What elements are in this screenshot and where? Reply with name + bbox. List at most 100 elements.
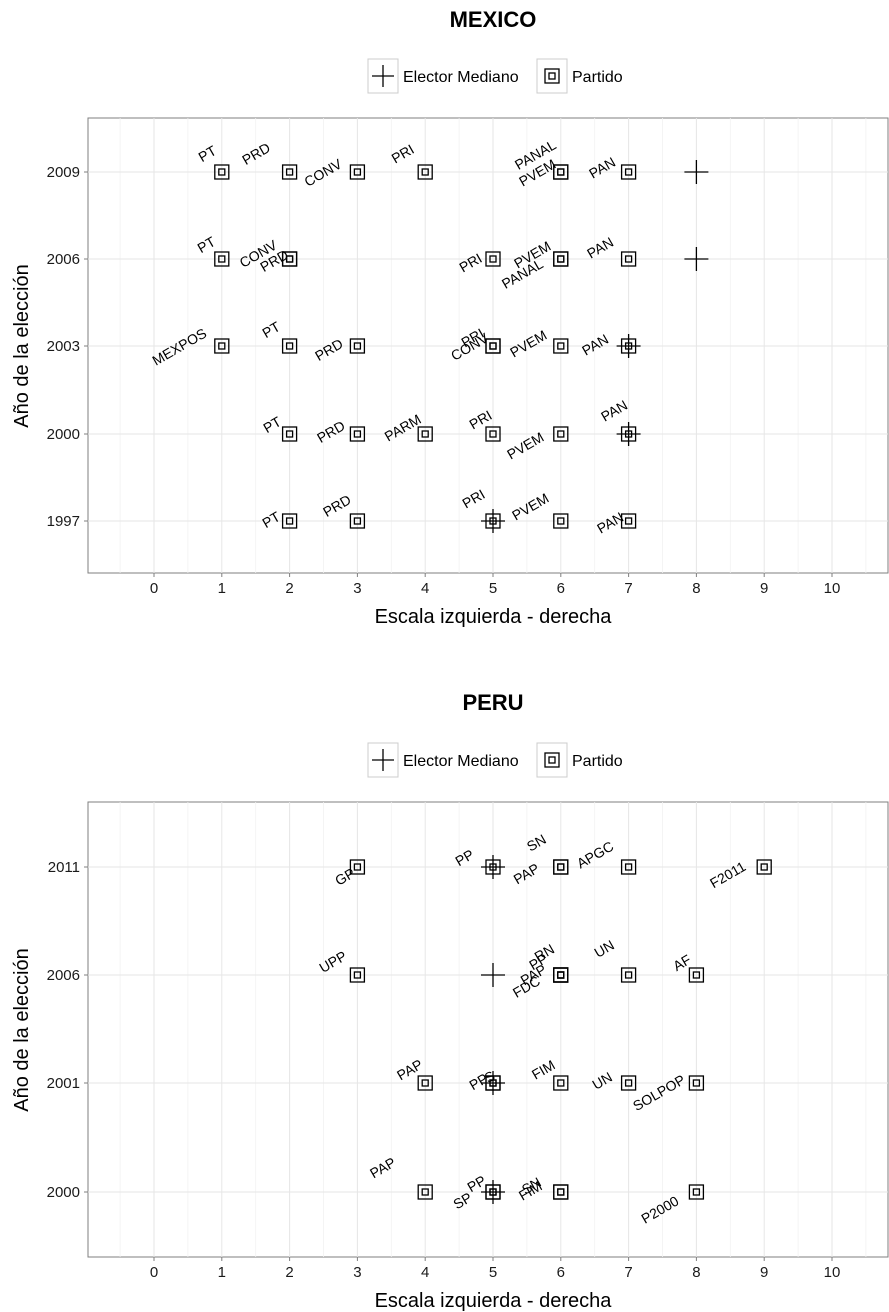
x-tick-label: 6 xyxy=(557,1264,565,1281)
y-tick-label: 2006 xyxy=(47,967,80,984)
party-point-inner xyxy=(557,255,565,263)
party-point xyxy=(620,967,637,983)
party-point-inner xyxy=(353,430,362,438)
party-point-inner xyxy=(353,863,362,871)
party-point xyxy=(688,967,705,983)
y-axis-label: Año de la elección xyxy=(11,948,33,1111)
party-point xyxy=(688,1075,705,1091)
party-point xyxy=(417,164,433,180)
party-point xyxy=(281,164,298,180)
y-axis: 1997 2000 2003 2006 2009 xyxy=(47,164,88,530)
legend-key-partido xyxy=(536,58,568,94)
party-label: PT xyxy=(195,233,219,256)
x-tick-label: 1 xyxy=(218,1264,226,1281)
y-tick-label: 2003 xyxy=(47,338,80,355)
legend-label-elector: Elector Mediano xyxy=(403,69,519,86)
party-point xyxy=(349,338,366,354)
party-point-inner xyxy=(353,971,362,979)
y-tick-label: 2011 xyxy=(48,859,80,876)
peru-chart: PERU Elector Mediano Partido GPPPSNPAPAP… xyxy=(11,690,889,1312)
party-point-inner xyxy=(285,168,294,176)
party-point xyxy=(214,338,230,354)
party-point xyxy=(620,859,637,875)
x-tick-label: 4 xyxy=(421,1264,429,1281)
party-point xyxy=(281,513,298,529)
party-point-inner xyxy=(218,342,226,350)
x-tick-label: 5 xyxy=(489,580,497,597)
x-tick-label: 9 xyxy=(760,1264,768,1281)
party-point xyxy=(214,164,230,180)
party-point-inner xyxy=(557,863,565,871)
mexico-chart: MEXICO Elector Mediano Partido PT PRDCONV… xyxy=(11,7,889,628)
party-label: PT xyxy=(260,413,284,436)
party-point xyxy=(553,859,569,875)
party-point xyxy=(349,513,366,529)
y-tick-label: 2009 xyxy=(47,164,80,181)
party-point-inner xyxy=(285,517,294,525)
x-axis-label: Escala izquierda - derecha xyxy=(375,606,613,628)
party-label: PT xyxy=(196,142,220,165)
party-point-inner xyxy=(489,342,497,350)
party-point-inner xyxy=(557,168,565,176)
party-point-inner xyxy=(692,1188,701,1196)
x-tick-label: 10 xyxy=(824,580,841,597)
party-point xyxy=(553,1075,569,1091)
party-point-inner xyxy=(489,430,497,438)
x-tick-label: 1 xyxy=(218,580,226,597)
x-tick-label: 4 xyxy=(421,580,429,597)
party-point-inner xyxy=(557,430,565,438)
legend-label-partido: Partido xyxy=(572,753,623,770)
party-point xyxy=(756,859,772,875)
party-point-inner xyxy=(557,1188,565,1196)
x-tick-label: 8 xyxy=(692,1264,700,1281)
party-point xyxy=(349,967,366,983)
party-point-inner xyxy=(557,1079,565,1087)
party-point-inner xyxy=(557,517,565,525)
legend-partido-square-icon xyxy=(544,752,560,768)
party-point-inner xyxy=(624,168,633,176)
legend-label-elector: Elector Mediano xyxy=(403,753,519,770)
y-tick-label: 2006 xyxy=(47,251,80,268)
party-point xyxy=(553,338,569,354)
legend-partido-square-icon xyxy=(548,756,556,764)
plot-panel xyxy=(87,801,889,1258)
party-point xyxy=(620,164,637,180)
party-point xyxy=(620,1075,637,1091)
party-point xyxy=(688,1184,705,1200)
x-axis-label: Escala izquierda - derecha xyxy=(375,1290,613,1312)
party-point-inner xyxy=(692,971,701,979)
party-point-inner xyxy=(624,255,633,263)
party-point xyxy=(417,1184,433,1200)
party-point xyxy=(485,251,501,267)
x-tick-label: 0 xyxy=(150,1264,158,1281)
party-point xyxy=(281,338,298,354)
party-label: PT xyxy=(259,318,283,341)
party-point xyxy=(349,164,366,180)
legend-partido-square-icon xyxy=(548,72,556,80)
party-point xyxy=(485,338,501,354)
x-tick-label: 7 xyxy=(624,580,632,597)
party-point-inner xyxy=(421,168,429,176)
party-point-inner xyxy=(421,430,429,438)
party-point-inner xyxy=(218,255,226,263)
party-point-inner xyxy=(218,168,226,176)
party-point-inner xyxy=(353,342,362,350)
party-point-inner xyxy=(557,971,565,979)
legend: Elector Mediano Partido xyxy=(367,58,623,94)
party-point-inner xyxy=(421,1188,429,1196)
party-point-inner xyxy=(692,1079,701,1087)
legend-label-partido: Partido xyxy=(572,69,623,86)
party-point xyxy=(553,251,569,267)
party-point-inner xyxy=(421,1079,429,1087)
legend: Elector Mediano Partido xyxy=(367,742,623,778)
party-point xyxy=(553,426,569,442)
party-point xyxy=(553,164,569,180)
x-tick-label: 6 xyxy=(557,580,565,597)
x-tick-label: 10 xyxy=(824,1264,841,1281)
party-point-inner xyxy=(624,863,633,871)
x-axis: 0 1 2 3 4 5 6 7 8 9 10 xyxy=(150,573,841,597)
party-point-inner xyxy=(760,863,768,871)
x-tick-label: 8 xyxy=(692,580,700,597)
party-label: AF xyxy=(670,951,693,974)
